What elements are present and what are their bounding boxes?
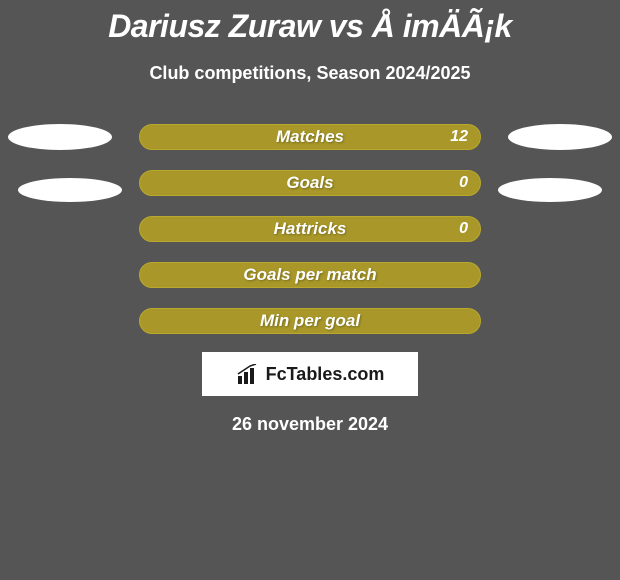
- stat-row-hattricks: Hattricks 0: [0, 216, 620, 242]
- footer-date: 26 november 2024: [0, 414, 620, 435]
- page-subtitle: Club competitions, Season 2024/2025: [0, 63, 620, 84]
- stat-value: 0: [459, 220, 468, 238]
- stat-bar: Min per goal: [139, 308, 481, 334]
- stat-label: Goals per match: [243, 265, 376, 285]
- logo-text: FcTables.com: [266, 364, 385, 385]
- stat-row-min-per-goal: Min per goal: [0, 308, 620, 334]
- stat-value: 12: [450, 128, 468, 146]
- stat-bar: Matches: [139, 124, 481, 150]
- footer-logo[interactable]: FcTables.com: [202, 352, 418, 396]
- stat-bar: Goals per match: [139, 262, 481, 288]
- stat-row-goals-per-match: Goals per match: [0, 262, 620, 288]
- chart-icon: [236, 364, 260, 384]
- stat-bar: Hattricks: [139, 216, 481, 242]
- page-title: Dariusz Zuraw vs Å imÄÃ¡k: [0, 0, 620, 45]
- stat-row-matches: Matches 12: [0, 124, 620, 150]
- stat-label: Goals: [286, 173, 333, 193]
- stat-label: Min per goal: [260, 311, 360, 331]
- stats-list: Matches 12 Goals 0 Hattricks 0 Goals per…: [0, 124, 620, 334]
- stat-label: Matches: [276, 127, 344, 147]
- stat-bar: Goals: [139, 170, 481, 196]
- stat-row-goals: Goals 0: [0, 170, 620, 196]
- stat-value: 0: [459, 174, 468, 192]
- stat-label: Hattricks: [274, 219, 347, 239]
